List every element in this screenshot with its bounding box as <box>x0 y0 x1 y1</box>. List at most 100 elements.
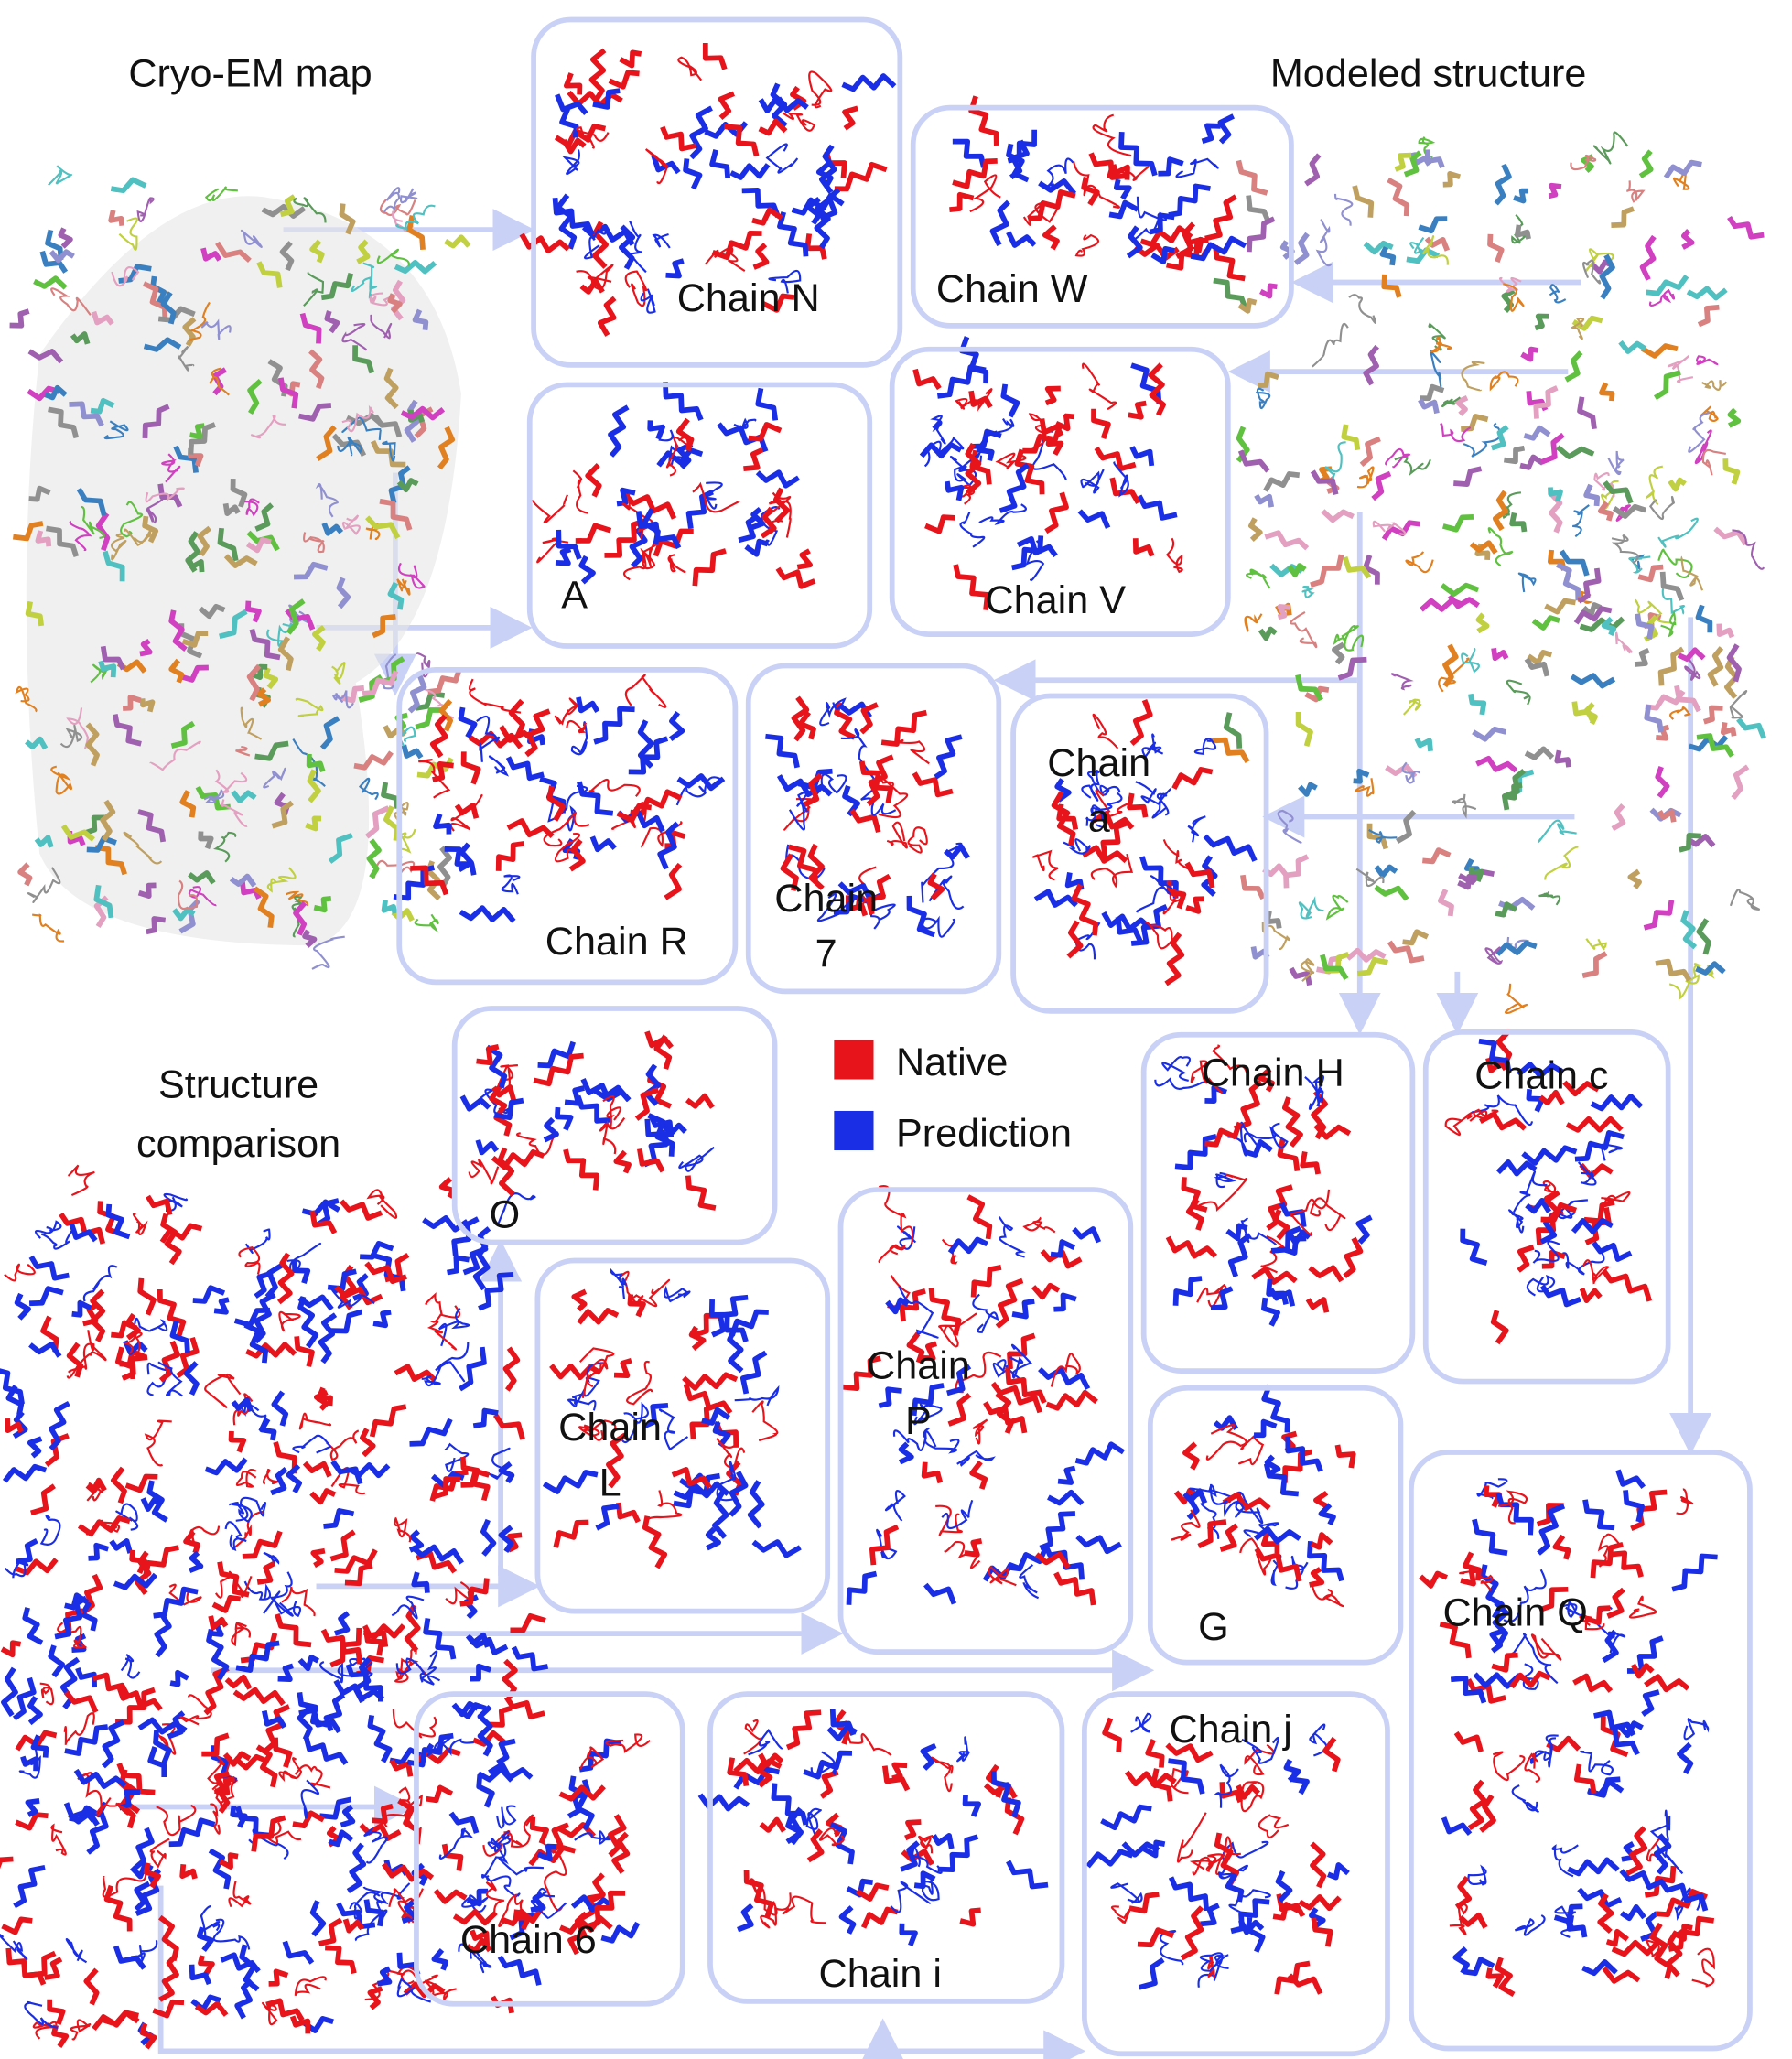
helix <box>83 1967 100 2006</box>
helix <box>286 1463 303 1493</box>
helix <box>702 43 728 70</box>
helix <box>1113 178 1132 200</box>
helix <box>1644 1865 1677 1898</box>
panel-label: Chain j <box>1169 1708 1291 1752</box>
coil <box>1729 690 1748 719</box>
coil <box>959 512 986 548</box>
panel-label: G <box>1198 1605 1229 1649</box>
helix <box>219 1852 239 1870</box>
coil <box>1022 202 1059 226</box>
coil <box>473 1088 509 1115</box>
coil <box>886 821 908 849</box>
helix <box>758 97 783 113</box>
coil <box>1405 551 1434 574</box>
coil <box>1683 1718 1710 1741</box>
coil <box>331 662 346 685</box>
coil <box>189 301 211 341</box>
coil <box>1676 1488 1694 1515</box>
helix <box>968 95 999 146</box>
helix <box>727 1327 744 1374</box>
coil <box>399 188 418 204</box>
coil <box>1732 529 1765 570</box>
coil <box>1228 1491 1264 1525</box>
helix <box>291 1261 311 1284</box>
helix <box>158 1914 179 1962</box>
helix <box>1102 1717 1122 1752</box>
helix <box>58 227 73 249</box>
helix <box>137 882 157 900</box>
coil <box>39 1682 55 1706</box>
helix <box>611 1831 631 1874</box>
helix <box>564 1085 586 1106</box>
helix <box>533 1052 584 1087</box>
coil <box>658 1408 689 1451</box>
helix <box>71 1299 92 1318</box>
helix <box>1200 1903 1220 1927</box>
helix <box>1320 954 1349 981</box>
helix <box>1722 458 1741 485</box>
helix <box>323 1508 355 1529</box>
title: comparison <box>136 1122 340 1166</box>
helix <box>1006 1860 1049 1890</box>
helix <box>712 1420 731 1448</box>
coil <box>1074 233 1099 257</box>
coil <box>1214 1171 1237 1189</box>
helix <box>945 480 965 501</box>
helix <box>94 845 127 876</box>
helix <box>230 479 248 508</box>
helix <box>1310 1841 1327 1889</box>
helix <box>891 1762 908 1781</box>
coil <box>1214 1763 1239 1808</box>
helix <box>536 1843 557 1862</box>
panel-box <box>526 382 873 649</box>
helix <box>1225 1223 1248 1242</box>
helix <box>1591 1241 1633 1262</box>
helix <box>470 1663 492 1682</box>
helix <box>198 603 226 620</box>
helix <box>1590 1094 1644 1112</box>
coil <box>855 866 877 910</box>
helix <box>643 1063 662 1106</box>
helix <box>1572 1673 1614 1693</box>
coil <box>177 879 199 911</box>
helix <box>1261 1384 1290 1433</box>
helix <box>491 1148 545 1170</box>
helix <box>411 1571 430 1593</box>
helix <box>578 555 596 585</box>
helix <box>1623 1490 1645 1523</box>
coil <box>1561 1249 1605 1276</box>
helix <box>429 714 448 759</box>
coil <box>341 322 367 351</box>
helix <box>1044 385 1061 406</box>
helix <box>232 1753 269 1771</box>
helix <box>1696 918 1711 955</box>
helix <box>1331 641 1345 665</box>
helix <box>510 1612 546 1633</box>
helix <box>488 1705 513 1728</box>
helix <box>965 442 982 495</box>
coil <box>50 287 92 316</box>
helix <box>622 492 677 520</box>
helix <box>103 550 125 582</box>
helix <box>1727 215 1765 240</box>
coil <box>209 367 231 396</box>
helix <box>249 628 281 661</box>
coil <box>622 547 656 581</box>
helix <box>1185 896 1204 914</box>
coil <box>1668 974 1700 1000</box>
helix <box>1247 216 1276 253</box>
helix <box>1548 487 1563 502</box>
helix <box>559 1914 613 1935</box>
coil <box>39 1515 61 1546</box>
coil <box>1684 658 1701 681</box>
helix <box>878 1386 902 1409</box>
coil <box>363 1827 389 1864</box>
helix <box>1277 604 1290 620</box>
coil <box>285 890 309 907</box>
helix <box>489 1084 513 1137</box>
coil <box>913 1403 943 1426</box>
helix <box>465 1937 492 1954</box>
coil <box>293 197 327 223</box>
helix <box>1461 414 1489 432</box>
helix <box>1495 940 1538 956</box>
